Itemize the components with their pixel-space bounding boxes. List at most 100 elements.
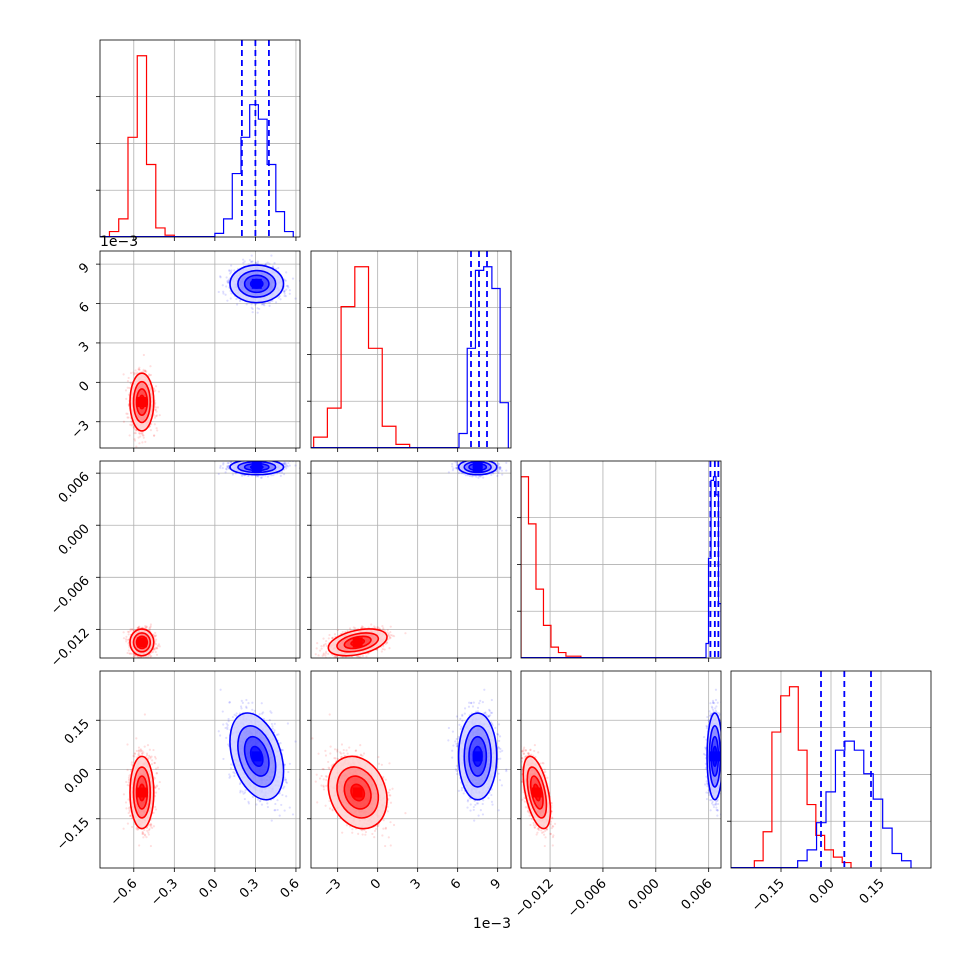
sample-point [154,406,158,409]
panel-content [122,254,300,456]
sample-point [138,368,141,371]
sample-point [128,386,131,390]
sample-point [133,372,136,375]
sample-point [225,276,228,279]
sample-point [155,427,158,430]
sample-point [129,371,133,375]
panel-1-0 [96,250,301,456]
sample-point [137,436,140,439]
sample-point [138,454,140,456]
sample-point [126,379,130,383]
sample-point [133,437,136,441]
sample-point [259,458,261,460]
sample-point [124,638,128,641]
sample-point [141,441,144,444]
sample-point [154,631,157,635]
sample-point [154,389,157,392]
sample-point [254,262,257,265]
sample-point [129,381,132,384]
panel-content [122,457,310,663]
sample-point [235,297,238,301]
sample-point [224,293,227,296]
sample-point [308,466,310,468]
sample-point [284,295,287,298]
sample-point [274,301,278,304]
sample-point [251,311,254,314]
sample-point [226,299,229,302]
sample-point [241,459,243,461]
sample-point [132,373,136,376]
sample-point [158,645,161,648]
sample-point [250,254,253,257]
sample-point [141,432,144,435]
sample-point [222,292,225,295]
sample-point [134,372,137,375]
density-peak [136,637,147,648]
sample-point [244,458,246,460]
sample-point [122,637,126,640]
sample-point [154,414,158,418]
sample-point [149,373,153,377]
sample-point [153,423,156,426]
hist-b [214,104,294,237]
sample-point [154,650,157,654]
sample-point [258,458,260,460]
sample-point [141,659,143,661]
sample-point [250,458,252,460]
sample-point [288,292,291,295]
sample-point [154,638,158,641]
sample-point [142,434,145,437]
sample-point [147,373,151,376]
sample-point [152,434,156,437]
sample-point [129,629,132,632]
sample-point [231,473,234,476]
sample-point [126,416,129,419]
sample-point [127,633,130,636]
sample-point [137,368,140,371]
sample-point [153,416,157,419]
sample-point [134,369,137,372]
sample-point [135,658,137,660]
sample-point [238,299,242,303]
panel-content [311,251,509,448]
sample-point [127,416,130,419]
sample-point [132,426,135,429]
sample-point [245,458,247,460]
sample-point [252,459,254,461]
sample-point [134,429,137,432]
sample-point [133,427,136,431]
panel-content [100,40,294,237]
sample-point [227,281,230,284]
sample-point [148,374,151,377]
sample-point [287,286,290,289]
sample-point [266,475,270,478]
sample-point [258,457,260,459]
sample-point [126,661,128,663]
sample-point [138,432,142,435]
sample-point [287,461,290,465]
sample-point [228,272,232,275]
sample-point [258,307,261,311]
sample-point [273,262,276,265]
sample-point [253,459,255,461]
sample-point [130,652,133,655]
sample-point [122,373,125,376]
sample-point [261,302,264,306]
sample-point [144,369,147,372]
sample-point [149,623,152,626]
sample-point [242,258,245,261]
sample-point [270,254,273,257]
sample-point [126,651,129,655]
sample-point [149,429,153,432]
sample-point [294,464,297,467]
sample-point [140,432,143,435]
sample-point [156,647,159,650]
sample-point [144,369,147,372]
sample-point [262,303,265,306]
sample-point [125,397,128,400]
sample-point [229,271,233,274]
sample-point [286,284,289,288]
sample-point [263,304,266,307]
sample-point [125,635,128,639]
sample-point [219,276,222,279]
